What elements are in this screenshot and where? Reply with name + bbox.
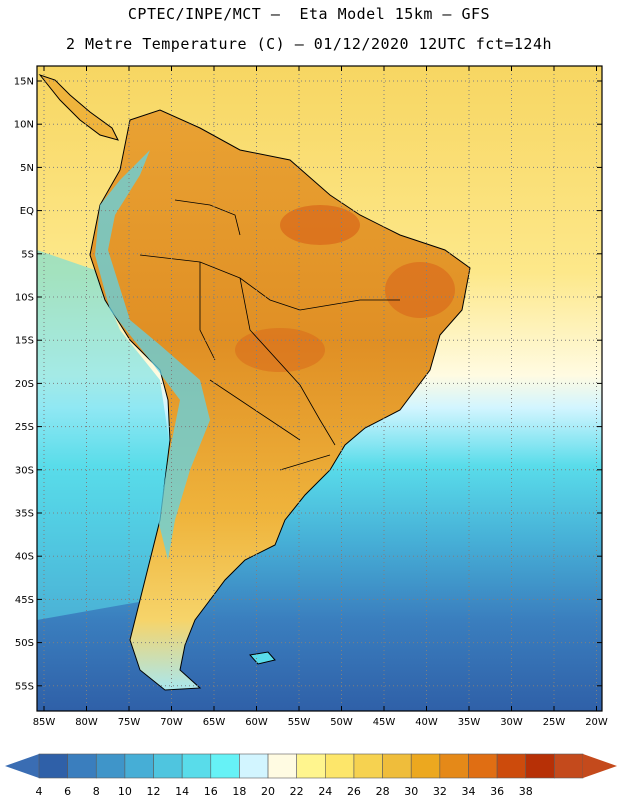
- lat-label-14: 55S: [15, 681, 34, 692]
- colorbar-box-9: [296, 753, 326, 779]
- map-title-line2: 2 Metre Temperature (C) – 01/12/2020 12U…: [65, 35, 553, 53]
- hotspot-amazon: [280, 205, 360, 245]
- colorbar-label-9: 22: [290, 785, 304, 798]
- lat-label-6: 15S: [15, 336, 34, 347]
- colorbar-label-12: 28: [376, 785, 390, 798]
- colorbar-box-4: [153, 753, 183, 779]
- colorbar-box-11: [353, 753, 383, 779]
- map-frame: [36, 65, 603, 712]
- colorbar-label-7: 18: [232, 785, 246, 798]
- central-america-land: [38, 73, 119, 141]
- lon-label-9: 40W: [415, 717, 438, 728]
- colorbar-box-16: [496, 753, 527, 779]
- hotspot-northeast: [385, 262, 455, 318]
- lon-label-0: 85W: [33, 717, 56, 728]
- colorbar-label-8: 20: [261, 785, 275, 798]
- lat-label-0: 15N: [14, 77, 34, 88]
- colorbar-box-6: [210, 753, 240, 779]
- lon-label-3: 70W: [160, 717, 183, 728]
- lon-label-8: 45W: [373, 717, 396, 728]
- colorbar-box-0: [38, 753, 68, 779]
- lat-label-3: EQ: [20, 206, 34, 217]
- lat-label-13: 50S: [15, 638, 34, 649]
- colorbar-box-14: [439, 753, 469, 779]
- colorbar-box-2: [95, 753, 126, 779]
- colorbar-box-15: [468, 753, 498, 779]
- colorbar-label-14: 32: [433, 785, 447, 798]
- colorbar-label-5: 14: [175, 785, 189, 798]
- colorbar-box-18: [554, 753, 584, 779]
- lon-label-13: 20W: [585, 717, 608, 728]
- colorbar-box-7: [239, 753, 269, 779]
- lat-label-12: 45S: [15, 595, 34, 606]
- colorbar-label-2: 8: [93, 785, 100, 798]
- longitude-labels: 85W 80W 75W 70W 65W 60W 55W 50W 45W 40W 35W 30W 25W 2…: [33, 717, 608, 728]
- colorbar-low-arrow: [5, 754, 39, 778]
- pacific-cool-band: [37, 250, 175, 620]
- colorbar-label-15: 34: [461, 785, 475, 798]
- colorbar-box-13: [410, 753, 441, 779]
- lat-label-2: 5N: [20, 163, 34, 174]
- latitude-labels: 15N 10N 5N EQ 5S 10S 15S 20S 25S 30S 35S 40S 45S 50S 5…: [14, 77, 34, 693]
- lat-label-1: 10N: [14, 120, 34, 131]
- colorbar-label-13: 30: [404, 785, 418, 798]
- lon-label-4: 65W: [203, 717, 226, 728]
- colorbar-boxes: [38, 753, 584, 779]
- colorbar-label-11: 26: [347, 785, 361, 798]
- lon-label-2: 75W: [118, 717, 141, 728]
- hotspot-center: [235, 328, 325, 372]
- lon-label-7: 50W: [330, 717, 353, 728]
- lon-label-10: 35W: [458, 717, 481, 728]
- colorbar-box-5: [181, 753, 212, 779]
- colorbar-high-arrow: [583, 754, 617, 778]
- colorbar-box-12: [382, 753, 412, 779]
- colorbar-box-17: [525, 753, 555, 779]
- lat-label-4: 5S: [21, 249, 34, 260]
- colorbar-label-6: 16: [204, 785, 218, 798]
- colorbar-label-0: 4: [36, 785, 43, 798]
- map-area: [37, 66, 602, 711]
- lon-label-6: 55W: [288, 717, 311, 728]
- lat-label-7: 20S: [15, 379, 34, 390]
- colorbar-label-17: 38: [519, 785, 533, 798]
- colorbar-label-3: 10: [118, 785, 132, 798]
- lat-label-11: 40S: [15, 552, 34, 563]
- map-title-line1: CPTEC/INPE/MCT – Eta Model 15km – GFS: [127, 5, 491, 23]
- lat-label-5: 10S: [15, 293, 34, 304]
- lat-label-8: 25S: [15, 422, 34, 433]
- colorbar-labels: 4 6 8 10 12 14 16 18 20 22 24 26 28 30 32 34 36 38: [36, 785, 533, 798]
- colorbar-box-3: [124, 753, 154, 779]
- colorbar-label-16: 36: [490, 785, 504, 798]
- south-america-land: [89, 109, 471, 691]
- colorbar-label-1: 6: [64, 785, 71, 798]
- country-borders: [139, 199, 400, 471]
- colorbar-box-8: [267, 753, 297, 779]
- colorbar-box-10: [325, 753, 355, 779]
- lon-label-11: 30W: [500, 717, 523, 728]
- colorbar-label-10: 24: [318, 785, 332, 798]
- tick-marks: [37, 66, 602, 711]
- colorbar: 4 6 8 10 12 14 16 18 20 22 24 26 28 30 32 34 36 38: [5, 753, 617, 798]
- andes-cool-strip: [95, 150, 210, 560]
- lat-label-9: 30S: [15, 465, 34, 476]
- lon-label-1: 80W: [75, 717, 98, 728]
- lat-label-10: 35S: [15, 509, 34, 520]
- lon-label-12: 25W: [543, 717, 566, 728]
- lon-label-5: 60W: [245, 717, 268, 728]
- colorbar-box-1: [67, 753, 97, 779]
- temperature-map: 15N 10N 5N EQ 5S 10S 15S 20S 25S 30S 35S 40S 45S 50S 5…: [14, 65, 608, 728]
- colorbar-label-4: 12: [147, 785, 161, 798]
